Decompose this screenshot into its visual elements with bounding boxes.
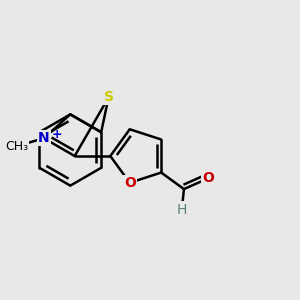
Text: H: H	[177, 202, 187, 217]
Text: +: +	[52, 128, 62, 141]
Text: O: O	[202, 171, 214, 185]
Text: S: S	[103, 90, 114, 104]
Text: O: O	[124, 176, 136, 190]
Text: N: N	[38, 131, 50, 145]
Text: CH₃: CH₃	[5, 140, 28, 153]
